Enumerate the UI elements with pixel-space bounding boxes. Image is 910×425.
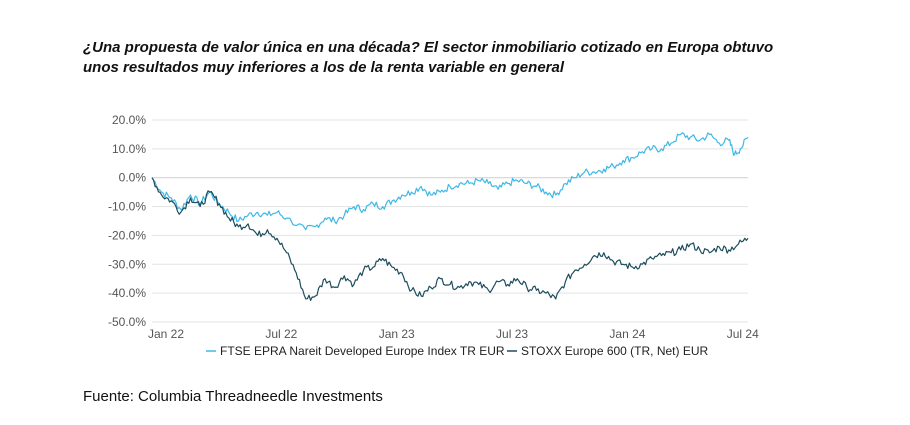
x-axis-ticks: Jan 22 Jul 22 Jan 23 Jul 23 Jan 24 Jul 24 [148, 327, 759, 341]
legend-label-stoxx: STOXX Europe 600 (TR, Net) EUR [521, 344, 709, 358]
source-note: Fuente: Columbia Threadneedle Investment… [83, 388, 383, 405]
x-tick-label: Jan 22 [148, 327, 184, 341]
chart-title: ¿Una propuesta de valor única en una déc… [83, 38, 803, 78]
x-tick-label: Jul 23 [496, 327, 528, 341]
x-tick-label: Jul 24 [727, 327, 759, 341]
y-tick-label: 0.0% [119, 171, 147, 185]
grid-layer [152, 119, 748, 323]
x-tick-label: Jul 22 [265, 327, 297, 341]
series-line-stoxx [151, 177, 749, 301]
series-line-ftse [151, 132, 749, 231]
x-tick-label: Jan 23 [379, 327, 415, 341]
legend: FTSE EPRA Nareit Developed Europe Index … [206, 344, 709, 358]
y-tick-label: -30.0% [108, 257, 146, 271]
y-tick-label: -50.0% [108, 315, 146, 329]
x-tick-label: Jan 24 [609, 327, 645, 341]
y-tick-label: 10.0% [112, 142, 146, 156]
title-line-2: unos resultados muy inferiores a los de … [83, 59, 565, 76]
series-layer [151, 132, 749, 301]
legend-label-ftse: FTSE EPRA Nareit Developed Europe Index … [220, 344, 505, 358]
y-tick-label: 20.0% [112, 113, 146, 127]
y-tick-label: -10.0% [108, 200, 146, 214]
y-axis-ticks: 20.0% 10.0% 0.0% -10.0% -20.0% -30.0% -40.0% -5… [108, 113, 146, 329]
title-line-1: ¿Una propuesta de valor única en una déc… [83, 39, 774, 56]
y-tick-label: -40.0% [108, 286, 146, 300]
y-tick-label: -20.0% [108, 228, 146, 242]
line-chart: 20.0% 10.0% 0.0% -10.0% -20.0% -30.0% -40.0% -5… [108, 113, 759, 358]
